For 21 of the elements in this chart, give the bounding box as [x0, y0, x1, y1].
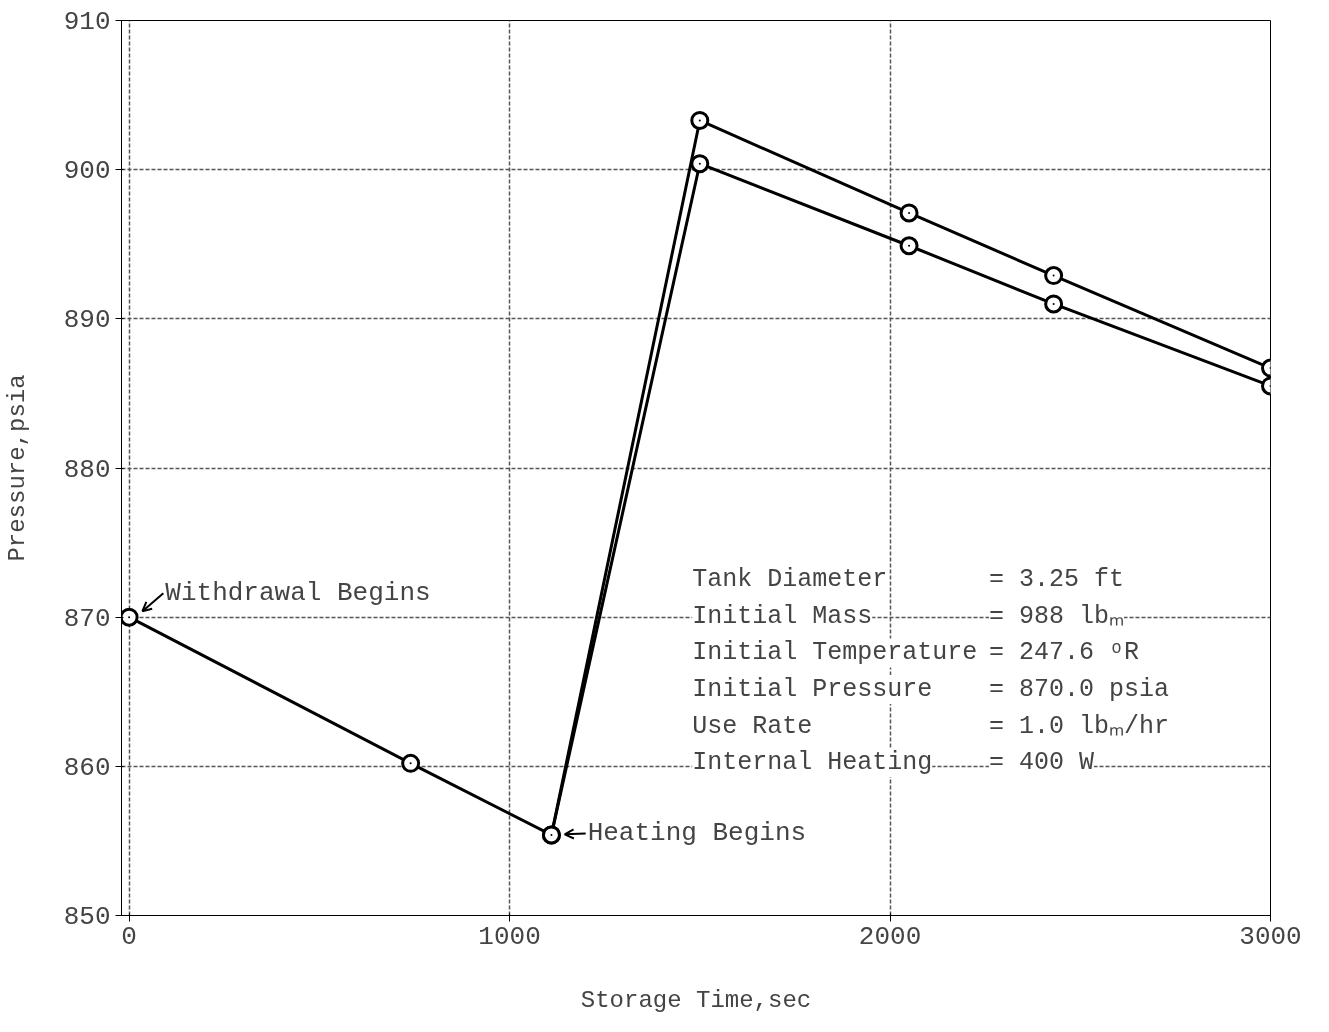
y-tick-label: 850	[63, 902, 111, 932]
annotation: Withdrawal Begins	[165, 578, 431, 609]
text: Initial Pressure = 870.0 psia	[692, 675, 1169, 705]
x-tick-label: 3000	[1239, 921, 1302, 952]
y-tick-label: 910	[63, 7, 111, 37]
text: Internal Heating = 400 W	[692, 748, 1094, 778]
y-tick-label: 890	[63, 305, 111, 336]
y-tick-label: 880	[63, 454, 111, 485]
x-tick-label: 2000	[858, 921, 922, 952]
text: Use Rate = 1.0 lbₘ/hr	[692, 711, 1169, 741]
annotation: Initial Temperature = 247.6 ᵒR	[692, 638, 1139, 668]
y-axis-title: Pressure,psia	[3, 374, 31, 562]
annotation: Heating Begins	[587, 818, 807, 849]
y-tick-label: 900	[63, 156, 111, 187]
text: Tank Diameter = 3.25 ft	[692, 565, 1124, 595]
y-tick-label: 870	[63, 603, 111, 634]
x-axis-title: Storage Time,sec	[580, 986, 812, 1014]
x-tick-label: 0	[121, 921, 137, 952]
x-tick-label: 1000	[478, 921, 541, 952]
text: Initial Mass = 988 lbₘ	[692, 601, 1124, 631]
y-tick-label: 860	[63, 752, 111, 783]
